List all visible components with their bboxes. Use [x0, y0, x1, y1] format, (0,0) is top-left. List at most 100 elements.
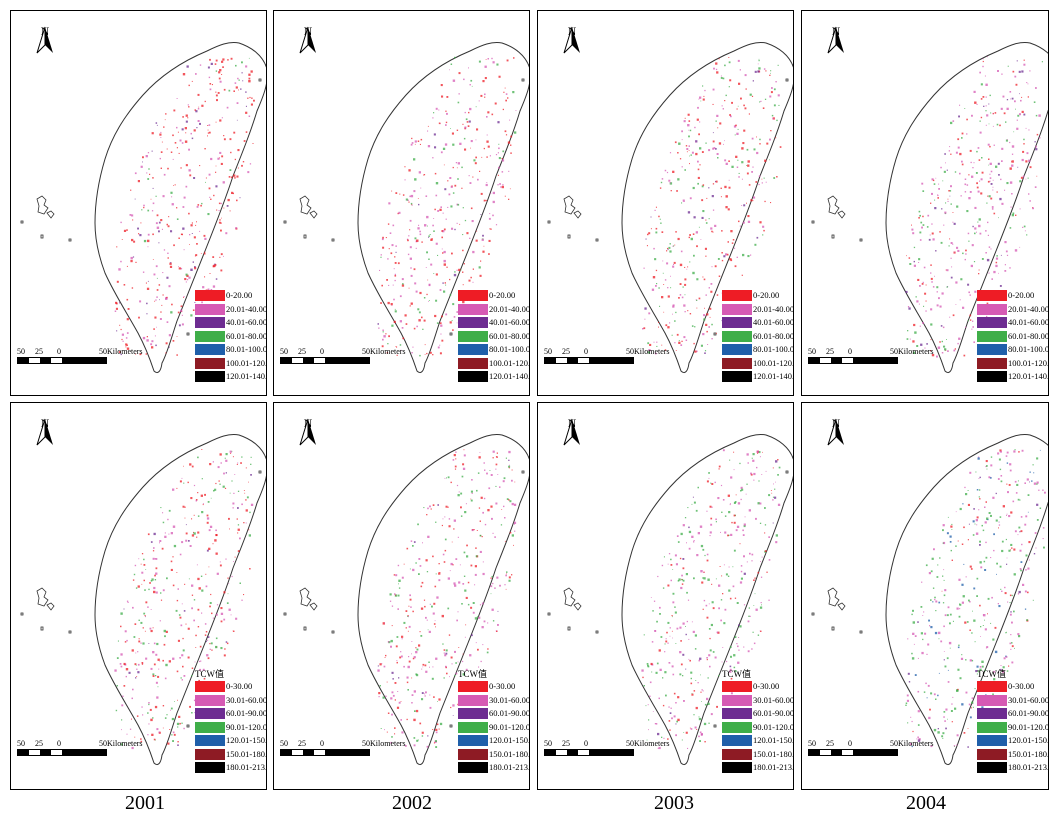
pixel-dot: [685, 633, 687, 636]
pixel-dot: [456, 269, 458, 271]
pixel-dot: [243, 522, 245, 524]
pixel-dot: [426, 251, 428, 254]
pixel-dot: [743, 204, 746, 207]
pixel-dot: [680, 586, 683, 590]
pixel-dot: [710, 713, 713, 716]
legend-label: 20.01-40.00: [226, 303, 267, 314]
pixel-dot: [1036, 133, 1039, 136]
scale-tick-label: 25: [562, 347, 570, 356]
pixel-dot: [684, 283, 687, 286]
pixel-dot: [750, 254, 752, 256]
pixel-dot: [1023, 177, 1024, 179]
offshore-islet: [283, 220, 287, 224]
pixel-dot: [190, 314, 193, 317]
pixel-dot: [691, 693, 693, 694]
pixel-dot: [203, 252, 206, 255]
pixel-dot: [426, 514, 428, 516]
pixel-dot: [178, 614, 181, 616]
pixel-dot: [237, 524, 240, 526]
pixel-dot: [971, 114, 973, 117]
pixel-dot: [456, 484, 459, 487]
pixel-dot: [488, 487, 491, 490]
pixel-dot: [176, 487, 178, 489]
pixel-dot: [986, 646, 989, 649]
pixel-dot: [666, 250, 668, 252]
pixel-dot: [966, 118, 968, 121]
pixel-dot: [754, 593, 756, 595]
legend-label: 20.01-40.00: [1008, 303, 1049, 314]
pixel-dot: [168, 509, 171, 512]
pixel-dot: [967, 539, 969, 541]
pixel-dot: [398, 677, 400, 679]
pixel-dot: [946, 614, 949, 617]
pixel-dot: [964, 183, 967, 186]
pixel-dot: [940, 241, 943, 244]
pixel-dot: [693, 501, 696, 504]
pixel-dot: [154, 705, 158, 709]
pixel-dot: [120, 743, 123, 746]
pixel-dot: [768, 559, 771, 561]
pixel-dot: [442, 553, 445, 556]
legend-swatch: [195, 357, 225, 369]
pixel-dot: [709, 535, 711, 537]
pixel-dot: [210, 497, 212, 499]
pixel-dot: [222, 181, 225, 184]
pixel-dot: [141, 583, 143, 585]
pixel-dot: [671, 665, 674, 668]
pixel-dot: [423, 174, 426, 176]
pixel-dot: [201, 478, 203, 480]
pixel-dot: [162, 705, 165, 707]
pixel-dot: [179, 657, 181, 659]
pixel-dot: [710, 517, 713, 520]
pixel-dot: [987, 221, 989, 224]
pixel-dot: [937, 564, 939, 566]
pixel-dot: [201, 104, 204, 107]
pixel-dot: [182, 116, 184, 118]
map-canvas: [283, 42, 529, 374]
pixel-dot: [172, 525, 176, 528]
scale-tick-label: 25: [298, 347, 306, 356]
pixel-dot: [698, 735, 700, 738]
pixel-dot: [439, 352, 442, 355]
pixel-dot: [962, 503, 964, 505]
pixel-dot: [712, 183, 715, 185]
pixel-dot: [125, 343, 128, 346]
pixel-dot: [729, 670, 732, 673]
pixel-dot: [145, 353, 147, 355]
pixel-dot: [920, 606, 923, 608]
pixel-dot: [141, 662, 144, 664]
pixel-dot: [1017, 480, 1019, 482]
pixel-dot: [451, 320, 453, 322]
pixel-dot: [943, 594, 946, 597]
pixel-dot: [969, 149, 972, 152]
pixel-dot: [710, 283, 713, 285]
pixel-dot: [201, 511, 204, 514]
scale-segment: [281, 358, 292, 363]
pixel-dot: [995, 519, 998, 522]
pixel-dot: [978, 489, 981, 491]
scale-segment: [73, 750, 84, 755]
pixel-dot: [225, 641, 228, 643]
pixel-dot: [234, 177, 236, 179]
pixel-dot: [456, 167, 458, 169]
pixel-dot: [759, 522, 762, 524]
pixel-dot: [438, 579, 441, 582]
pixel-dot: [250, 456, 252, 458]
pixel-dot: [401, 284, 405, 287]
pixel-dot: [949, 613, 952, 616]
pixel-dot: [686, 542, 687, 544]
pixel-dot: [1043, 546, 1045, 549]
pixel-dot: [971, 697, 974, 700]
map-canvas: [547, 434, 793, 766]
pixel-dot: [658, 287, 660, 289]
pixel-dot: [212, 256, 215, 258]
pixel-dot: [115, 709, 118, 712]
pixel-dot: [181, 142, 184, 144]
legend-item: 90.01-120.00: [195, 721, 266, 735]
pixel-dot: [206, 517, 210, 520]
pixel-dot: [773, 483, 774, 485]
legend-swatch: [977, 721, 1007, 733]
pixel-dot: [494, 587, 496, 589]
pixel-dot: [378, 696, 380, 698]
pixel-dot: [207, 657, 210, 660]
